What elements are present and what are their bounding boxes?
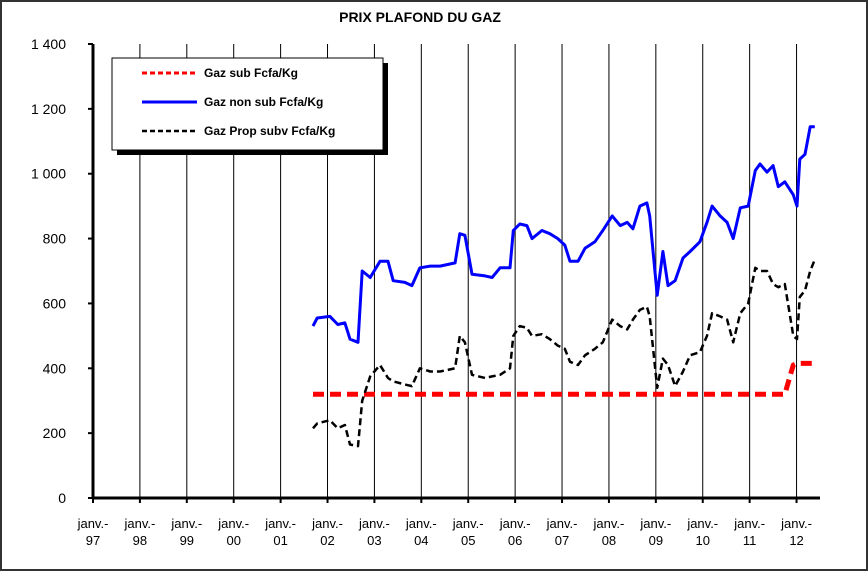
y-tick-label: 1 400 bbox=[31, 36, 66, 52]
x-tick-label: janv.-05 bbox=[452, 516, 484, 548]
y-tick-label: 400 bbox=[43, 360, 67, 376]
x-tick-label: janv.-11 bbox=[733, 516, 765, 548]
x-tick-label: janv.-00 bbox=[217, 516, 249, 548]
chart-title: PRIX PLAFOND DU GAZ bbox=[339, 9, 501, 25]
y-tick-label: 800 bbox=[43, 231, 67, 247]
x-tick-label: janv.-02 bbox=[311, 516, 343, 548]
legend-label: Gaz Prop subv Fcfa/Kg bbox=[204, 124, 335, 138]
x-tick-label: janv.-04 bbox=[405, 516, 437, 548]
x-tick-label: janv.-10 bbox=[686, 516, 718, 548]
y-tick-label: 600 bbox=[43, 295, 67, 311]
series-line bbox=[313, 360, 815, 397]
y-tick-label: 1 000 bbox=[31, 166, 66, 182]
x-tick-label: janv.-97 bbox=[77, 516, 109, 548]
y-tick-label: 0 bbox=[58, 490, 66, 506]
x-tick-label: janv.-06 bbox=[499, 516, 531, 548]
series-line bbox=[311, 125, 815, 344]
y-tick-label: 200 bbox=[43, 425, 67, 441]
x-tick-label: janv.-08 bbox=[593, 516, 625, 548]
series-line bbox=[312, 259, 816, 448]
x-tick-label: janv.-99 bbox=[170, 516, 202, 548]
x-tick-label: janv.-01 bbox=[264, 516, 296, 548]
y-tick-label: 1 200 bbox=[31, 101, 66, 117]
legend-label: Gaz non sub Fcfa/Kg bbox=[204, 95, 323, 109]
x-tick-label: janv.-03 bbox=[358, 516, 390, 548]
x-tick-label: janv.-07 bbox=[546, 516, 578, 548]
legend bbox=[111, 57, 384, 151]
x-tick-label: janv.-98 bbox=[123, 516, 155, 548]
x-tick-label: janv.-12 bbox=[780, 516, 812, 548]
legend-label: Gaz sub Fcfa/Kg bbox=[204, 66, 298, 80]
x-tick-label: janv.-09 bbox=[639, 516, 671, 548]
